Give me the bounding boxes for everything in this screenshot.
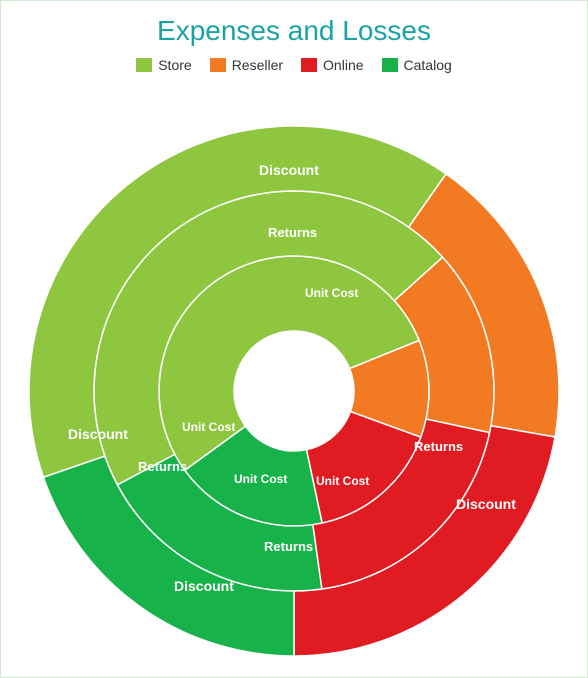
swatch-store-icon bbox=[136, 58, 152, 72]
legend-item-online: Online bbox=[301, 57, 363, 73]
center-hole bbox=[234, 331, 354, 451]
label-inner: Unit Cost bbox=[234, 472, 287, 486]
label-inner: Unit Cost bbox=[182, 420, 235, 434]
swatch-catalog-icon bbox=[382, 58, 398, 72]
label-outer: Discount bbox=[68, 426, 128, 442]
pie-svg: Unit Cost Unit Cost Unit Cost Unit Cost Retu… bbox=[24, 121, 564, 661]
label-middle: Returns bbox=[414, 439, 463, 454]
swatch-online-icon bbox=[301, 58, 317, 72]
label-inner: Unit Cost bbox=[316, 474, 369, 488]
label-inner: Unit Cost bbox=[305, 286, 358, 300]
legend-item-catalog: Catalog bbox=[382, 57, 452, 73]
label-middle: Returns bbox=[138, 459, 187, 474]
label-outer: Discount bbox=[456, 496, 516, 512]
legend-item-reseller: Reseller bbox=[210, 57, 283, 73]
nested-pie-chart: Unit Cost Unit Cost Unit Cost Unit Cost Retu… bbox=[24, 121, 564, 666]
legend-label-online: Online bbox=[323, 57, 363, 73]
label-outer: Discount bbox=[259, 162, 319, 178]
label-middle: Returns bbox=[268, 225, 317, 240]
legend-label-catalog: Catalog bbox=[404, 57, 452, 73]
swatch-reseller-icon bbox=[210, 58, 226, 72]
label-middle: Returns bbox=[264, 539, 313, 554]
legend: Store Reseller Online Catalog bbox=[1, 57, 587, 73]
legend-item-store: Store bbox=[136, 57, 191, 73]
chart-frame: Expenses and Losses Store Reseller Onlin… bbox=[0, 0, 588, 678]
chart-title: Expenses and Losses bbox=[1, 15, 587, 47]
legend-label-reseller: Reseller bbox=[232, 57, 283, 73]
legend-label-store: Store bbox=[158, 57, 191, 73]
label-outer: Discount bbox=[174, 578, 234, 594]
